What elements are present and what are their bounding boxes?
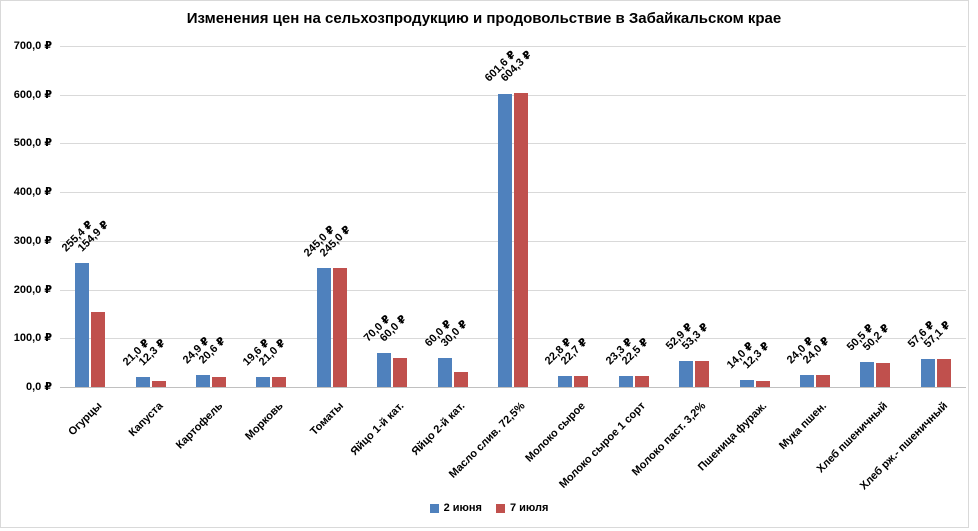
y-axis-tick-label: 300,0 ₽ [13, 234, 52, 247]
bar-july-0 [91, 311, 106, 387]
bar-june-8 [558, 375, 573, 387]
category-axis-label: Яйцо 2-й кат. [409, 400, 468, 458]
bar-july-14 [936, 359, 951, 387]
bar-june-12 [800, 375, 814, 387]
gridline [60, 94, 966, 96]
bar-june-0 [75, 262, 90, 387]
gridline [60, 46, 966, 47]
legend-item-june: 2 июня [429, 502, 482, 514]
bar-june-9 [618, 375, 633, 387]
bar-july-4 [332, 267, 347, 387]
category-axis-label: Огурцы [66, 400, 105, 439]
bar-june-5 [377, 352, 392, 387]
legend: 2 июня 7 июля [0, 502, 978, 514]
bar-july-5 [393, 357, 408, 387]
bar-july-7 [514, 92, 528, 387]
bar-june-11 [739, 380, 754, 387]
category-axis-label: Морковь [243, 400, 286, 443]
bar-june-10 [679, 361, 694, 387]
category-axis-label: Молоко сырое [523, 400, 588, 465]
bar-june-7 [498, 93, 512, 387]
gridline [60, 240, 966, 242]
bar-july-2 [212, 376, 226, 387]
bar-june-3 [256, 377, 271, 387]
bar-june-1 [135, 376, 150, 387]
bar-july-12 [816, 375, 830, 387]
y-axis-tick-label: 400,0 ₽ [13, 186, 52, 199]
bar-june-14 [920, 358, 935, 387]
bar-july-1 [151, 381, 166, 387]
category-axis-label: Томаты [308, 400, 347, 438]
bar-june-6 [437, 357, 452, 387]
gridline [60, 289, 966, 291]
x-axis-line [60, 387, 966, 388]
bar-july-3 [272, 376, 287, 387]
bar-july-10 [695, 361, 710, 387]
gridline [60, 338, 966, 340]
y-axis-tick-label: 700,0 ₽ [13, 40, 52, 52]
gridline [60, 143, 966, 145]
bar-july-9 [634, 376, 649, 387]
bar-july-13 [876, 362, 891, 387]
legend-label-july: 7 июля [509, 502, 549, 514]
y-axis-tick-label: 500,0 ₽ [13, 137, 52, 150]
legend-item-july: 7 июля [495, 502, 549, 514]
category-axis-label: Яйцо 1-й кат. [348, 400, 407, 458]
bar-july-8 [574, 375, 589, 387]
bar-june-2 [196, 374, 210, 387]
category-axis-label: Картофель [173, 400, 226, 452]
bar-june-13 [860, 362, 875, 387]
legend-swatch-july [495, 503, 505, 513]
category-axis-label: Мука пшен. [777, 400, 830, 453]
legend-label-june: 2 июня [443, 502, 482, 514]
bar-july-6 [453, 372, 468, 387]
category-axis-label: Капуста [126, 400, 166, 439]
bar-july-11 [755, 381, 770, 387]
legend-swatch-june [429, 503, 439, 513]
gridline [60, 192, 966, 194]
y-axis-tick-label: 200,0 ₽ [13, 283, 52, 296]
bar-june-4 [316, 267, 331, 387]
y-axis-tick-label: 600,0 ₽ [13, 88, 52, 101]
y-axis-tick-label: 100,0 ₽ [13, 332, 52, 345]
chart-title: Изменения цен на сельхозпродукцию и прод… [186, 10, 782, 27]
y-axis-tick-label: 0,0 ₽ [25, 381, 52, 393]
